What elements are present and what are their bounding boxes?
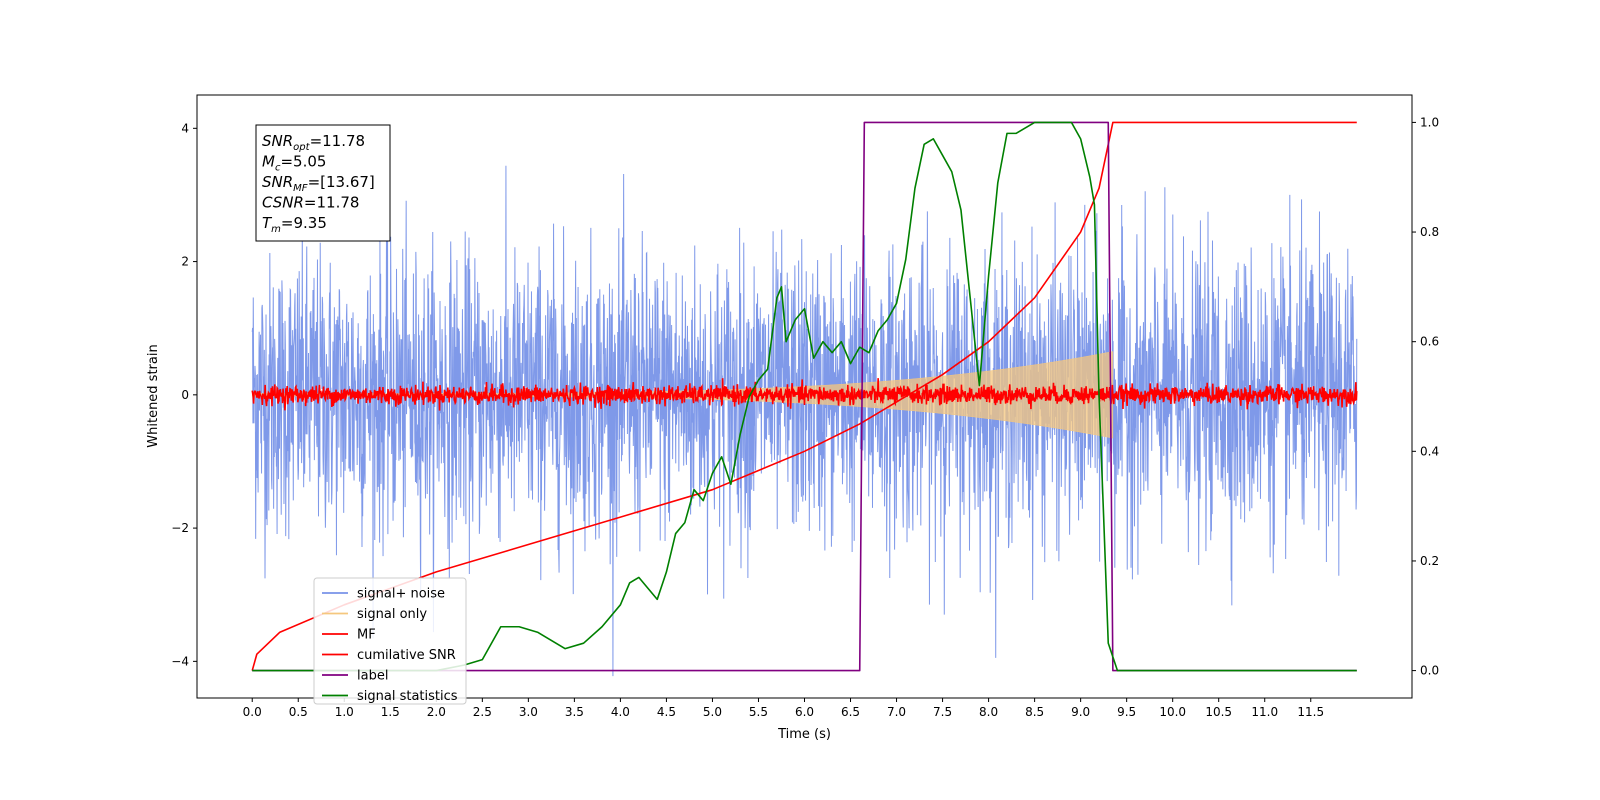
y-right-tick-label: 0.2 <box>1420 554 1439 568</box>
y-right-tick-label: 0.4 <box>1420 444 1439 458</box>
legend-label: label <box>357 669 388 684</box>
x-tick-label: 5.0 <box>703 705 722 719</box>
x-tick-label: 8.0 <box>979 705 998 719</box>
info-symbol: CSNR <box>262 194 304 212</box>
x-tick-label: 10.0 <box>1159 705 1186 719</box>
x-tick-label: 4.5 <box>657 705 676 719</box>
info-box-line: Mc=5.05 <box>262 153 326 174</box>
x-tick-label: 0.5 <box>289 705 308 719</box>
info-value: =9.35 <box>281 214 327 232</box>
info-value: =11.78 <box>310 132 366 150</box>
x-tick-label: 10.5 <box>1205 705 1232 719</box>
info-symbol: T <box>262 214 273 232</box>
series-mf <box>251 378 1358 411</box>
x-tick-label: 9.0 <box>1071 705 1090 719</box>
info-box-line: CSNR=11.78 <box>262 194 359 212</box>
y-axis-label: Whitened strain <box>146 344 161 447</box>
x-tick-label: 11.0 <box>1251 705 1278 719</box>
info-value: =5.05 <box>280 153 326 171</box>
info-subscript: c <box>275 163 281 174</box>
y-left-tick-label: 4 <box>181 121 189 135</box>
legend-label: signal statistics <box>357 689 458 704</box>
legend-label: signal+ noise <box>357 587 445 602</box>
info-box-line: SNRopt=11.78 <box>262 132 365 153</box>
x-tick-label: 1.0 <box>335 705 354 719</box>
legend-label: signal only <box>357 607 427 622</box>
y-right-tick-label: 0.8 <box>1420 225 1439 239</box>
info-symbol: M <box>262 153 275 171</box>
legend-label: cumilative SNR <box>357 648 456 663</box>
legend-frame <box>313 577 467 705</box>
y-left-tick-label: −4 <box>171 654 189 668</box>
x-tick-label: 4.0 <box>611 705 630 719</box>
x-tick-label: 5.5 <box>749 705 768 719</box>
info-box-frame <box>255 124 391 242</box>
y-right-tick-label: 0.0 <box>1420 664 1439 678</box>
x-tick-label: 9.5 <box>1117 705 1136 719</box>
info-subscript: m <box>271 224 281 235</box>
y-left-tick-label: 2 <box>181 255 189 269</box>
x-axis-label: Time (s) <box>777 727 831 742</box>
series-signal-statistics <box>252 121 1357 672</box>
x-axis-ticks: 0.0 0.5 1.0 1.5 2.0 2.5 3.0 3.5 4.0 4.5 5.0 5.5 6.0 6… <box>243 698 1324 719</box>
info-subscript: MF <box>293 183 308 194</box>
x-tick-label: 8.5 <box>1025 705 1044 719</box>
x-tick-label: 3.5 <box>565 705 584 719</box>
x-tick-label: 1.5 <box>381 705 400 719</box>
info-symbol: SNR <box>262 132 293 150</box>
info-symbol: SNR <box>262 173 293 191</box>
info-value: =[13.67] <box>308 173 375 191</box>
x-tick-label: 2.5 <box>473 705 492 719</box>
x-tick-label: 7.5 <box>933 705 952 719</box>
x-tick-label: 7.0 <box>887 705 906 719</box>
series-signal-noise <box>251 165 1358 677</box>
y-left-tick-label: −2 <box>171 521 189 535</box>
legend: signal+ noise signal only MF cumilative SNR… <box>313 577 467 705</box>
x-tick-label: 11.5 <box>1297 705 1324 719</box>
x-tick-label: 6.0 <box>795 705 814 719</box>
info-box-line: Tm=9.35 <box>262 214 327 235</box>
y-right-tick-label: 1.0 <box>1420 115 1439 129</box>
y-left-tick-label: 0 <box>181 388 189 402</box>
x-tick-label: 3.0 <box>519 705 538 719</box>
x-tick-label: 0.0 <box>243 705 262 719</box>
x-tick-label: 2.0 <box>427 705 446 719</box>
y-left-axis-ticks: 4 2 0 −2 −4 <box>171 121 197 668</box>
y-right-tick-label: 0.6 <box>1420 335 1439 349</box>
info-box-line: SNRMF=[13.67] <box>262 173 375 194</box>
info-value: =11.78 <box>304 194 360 212</box>
legend-label: MF <box>357 628 376 643</box>
y-right-axis-ticks: 1.0 0.8 0.6 0.4 0.2 0.0 <box>1412 115 1439 678</box>
info-subscript: opt <box>293 142 310 153</box>
x-tick-label: 6.5 <box>841 705 860 719</box>
info-box: SNRopt=11.78Mc=5.05SNRMF=[13.67]CSNR=11.… <box>255 124 391 242</box>
